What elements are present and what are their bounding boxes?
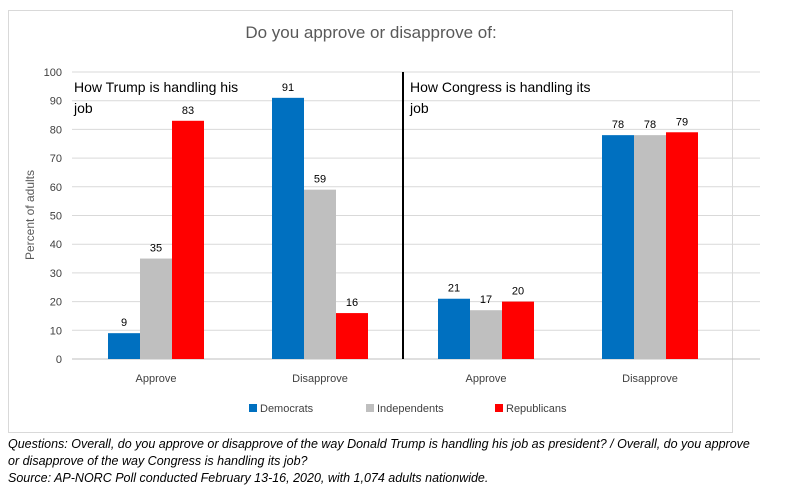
bar-republicans [172, 120, 204, 359]
y-tick-label: 50 [50, 211, 62, 223]
panel-label: How Congress is handling its [410, 79, 591, 95]
bar-independents [304, 189, 336, 359]
legend-label: Democrats [260, 403, 314, 415]
x-tick-label: Disapprove [622, 373, 678, 385]
bar-democrats [602, 135, 634, 359]
y-tick-label: 100 [44, 67, 62, 79]
y-tick-label: 30 [50, 268, 62, 280]
x-tick-label: Approve [136, 373, 177, 385]
bar-independents [470, 310, 502, 359]
data-label: 35 [150, 243, 162, 255]
bar-democrats [438, 298, 470, 359]
y-tick-label: 80 [50, 124, 62, 136]
bar-independents [634, 135, 666, 359]
legend-label: Republicans [506, 403, 567, 415]
bar-democrats [272, 97, 304, 359]
y-tick-label: 70 [50, 153, 62, 165]
data-label: 79 [676, 116, 688, 128]
bar-independents [140, 258, 172, 359]
y-tick-label: 60 [50, 182, 62, 194]
chart-notes: Questions: Overall, do you approve or di… [8, 436, 808, 487]
data-label: 16 [346, 297, 358, 309]
bar-republicans [502, 301, 534, 359]
y-tick-label: 40 [50, 239, 62, 251]
bar-republicans [666, 132, 698, 359]
x-tick-label: Approve [466, 373, 507, 385]
y-tick-label: 10 [50, 325, 62, 337]
data-label: 78 [612, 119, 624, 131]
data-label: 91 [282, 82, 294, 94]
data-label: 59 [314, 174, 326, 186]
panel-label: job [73, 100, 93, 116]
x-tick-label: Disapprove [292, 373, 348, 385]
panel-label: job [409, 100, 429, 116]
legend-label: Independents [377, 403, 444, 415]
y-axis-label: Percent of adults [23, 170, 37, 260]
data-label: 83 [182, 105, 194, 117]
legend-swatch-democrats [249, 404, 257, 412]
bar-republicans [336, 313, 368, 359]
chart-title: Do you approve or disapprove of: [245, 23, 496, 42]
source-text: Source: AP-NORC Poll conducted February … [8, 471, 489, 485]
legend-swatch-republicans [495, 404, 503, 412]
data-label: 9 [121, 317, 127, 329]
legend-swatch-independents [366, 404, 374, 412]
data-label: 20 [512, 286, 524, 298]
bar-democrats [108, 333, 140, 359]
y-tick-label: 20 [50, 297, 62, 309]
data-label: 17 [480, 294, 492, 306]
question-text-line2: or disapprove of the way Congress is han… [8, 454, 308, 468]
bar-chart: Do you approve or disapprove of: 0 10 20 30 4… [23, 23, 760, 415]
y-tick-label: 90 [50, 96, 62, 108]
panel-label: How Trump is handling his [74, 79, 238, 95]
question-text-line1: Questions: Overall, do you approve or di… [8, 437, 750, 451]
data-label: 21 [448, 283, 460, 295]
data-label: 78 [644, 119, 656, 131]
y-tick-label: 0 [56, 354, 62, 366]
